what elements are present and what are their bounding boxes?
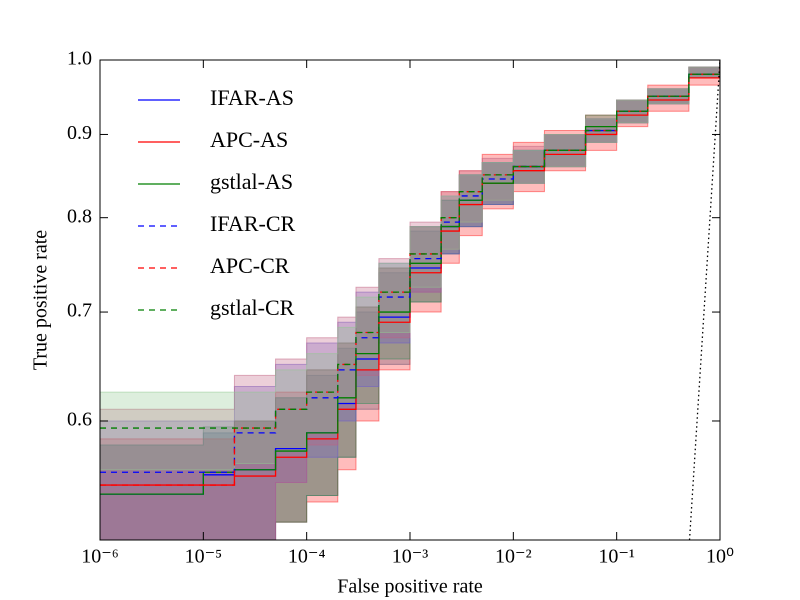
- legend-label: gstlal-AS: [210, 169, 293, 194]
- legend-label: APC-AS: [210, 127, 288, 152]
- y-tick-label: 0.9: [67, 122, 92, 144]
- legend-label: IFAR-CR: [210, 211, 295, 236]
- y-tick-label: 0.6: [67, 409, 92, 431]
- x-tick-label: 10⁰: [706, 546, 734, 568]
- y-tick-label: 1.0: [67, 48, 92, 70]
- roc-line: [100, 60, 720, 486]
- x-axis-label: False positive rate: [337, 576, 483, 598]
- x-tick-label: 10⁻²: [495, 546, 532, 568]
- legend-label: IFAR-AS: [210, 85, 294, 110]
- roc-line: [100, 60, 720, 429]
- legend-label: APC-CR: [210, 253, 290, 278]
- chance-line: [688, 60, 720, 540]
- x-tick-label: 10⁻⁶: [81, 546, 119, 568]
- plot-area: [100, 60, 720, 540]
- x-tick-label: 10⁻¹: [598, 546, 635, 568]
- x-tick-label: 10⁻⁴: [288, 546, 326, 568]
- y-tick-label: 0.7: [67, 300, 92, 322]
- x-tick-label: 10⁻⁵: [185, 546, 223, 568]
- y-tick-label: 0.8: [67, 205, 92, 227]
- legend-label: gstlal-CR: [210, 295, 295, 320]
- x-tick-label: 10⁻³: [392, 546, 429, 568]
- y-axis-label: True positive rate: [30, 230, 52, 370]
